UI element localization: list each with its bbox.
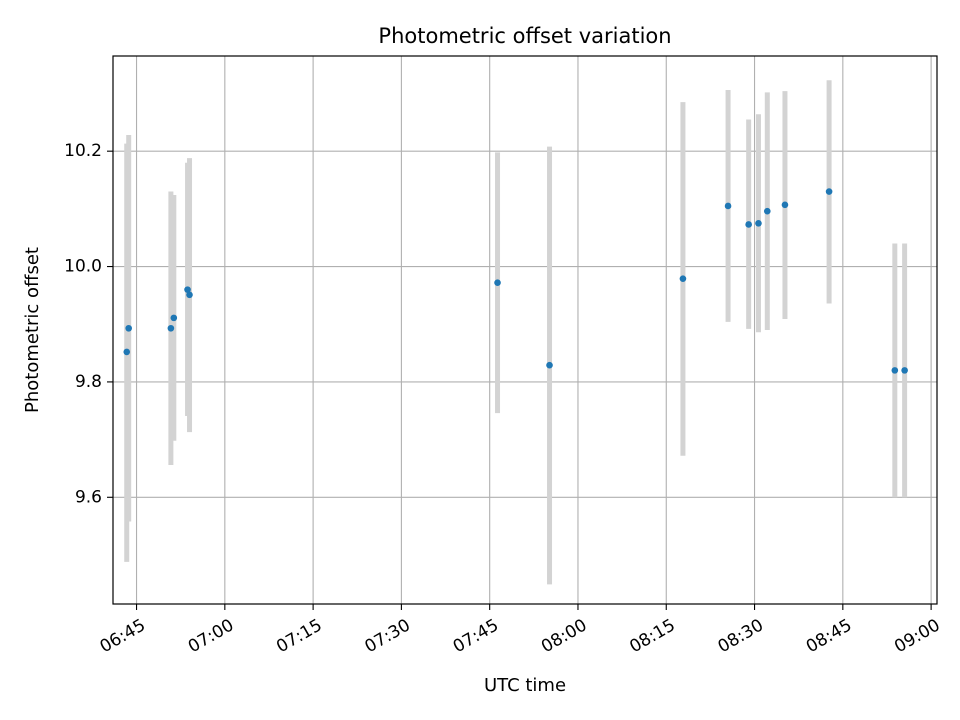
x-axis-label: UTC time xyxy=(484,675,566,696)
y-tick-label: 9.8 xyxy=(75,372,102,392)
error-bars xyxy=(124,80,908,585)
data-point xyxy=(755,219,762,227)
plot-frame xyxy=(112,55,938,605)
y-tick-label: 10.2 xyxy=(64,141,102,161)
y-tick-label: 9.6 xyxy=(75,487,102,507)
data-point xyxy=(494,279,501,286)
x-axis-ticks: 06:45 07:00 07:15 07:30 07:45 08:00 08:15 08:30… xyxy=(97,604,944,657)
data-point xyxy=(679,275,687,282)
x-tick-label: 08:00 xyxy=(538,615,590,657)
data-point xyxy=(891,367,899,374)
data-points xyxy=(123,188,908,374)
data-point xyxy=(781,201,789,209)
y-axis-ticks: 9.6 9.8 10.0 10.2 xyxy=(64,141,113,507)
x-tick-label: 08:45 xyxy=(803,615,855,657)
data-point xyxy=(186,291,193,299)
chart-title: Photometric offset variation xyxy=(378,24,671,48)
x-tick-label: 06:45 xyxy=(97,615,149,657)
y-tick-label: 10.0 xyxy=(64,257,102,277)
x-tick-label: 07:30 xyxy=(361,615,413,657)
data-point xyxy=(167,324,175,332)
data-point xyxy=(125,324,132,332)
data-point xyxy=(763,207,771,215)
x-tick-label: 08:15 xyxy=(626,615,678,657)
y-axis-label: Photometric offset xyxy=(22,247,43,413)
data-point xyxy=(745,221,752,228)
x-tick-label: 09:00 xyxy=(891,615,943,657)
data-point xyxy=(825,188,833,195)
grid xyxy=(113,56,937,604)
data-point xyxy=(724,202,732,210)
data-point xyxy=(546,361,553,369)
data-point xyxy=(184,286,191,293)
x-tick-label: 07:45 xyxy=(450,615,502,657)
x-tick-label: 07:15 xyxy=(273,615,325,657)
x-tick-label: 07:00 xyxy=(185,615,237,657)
x-tick-label: 08:30 xyxy=(715,615,767,657)
data-point xyxy=(901,367,908,374)
data-point xyxy=(123,348,131,356)
data-point xyxy=(170,314,178,322)
